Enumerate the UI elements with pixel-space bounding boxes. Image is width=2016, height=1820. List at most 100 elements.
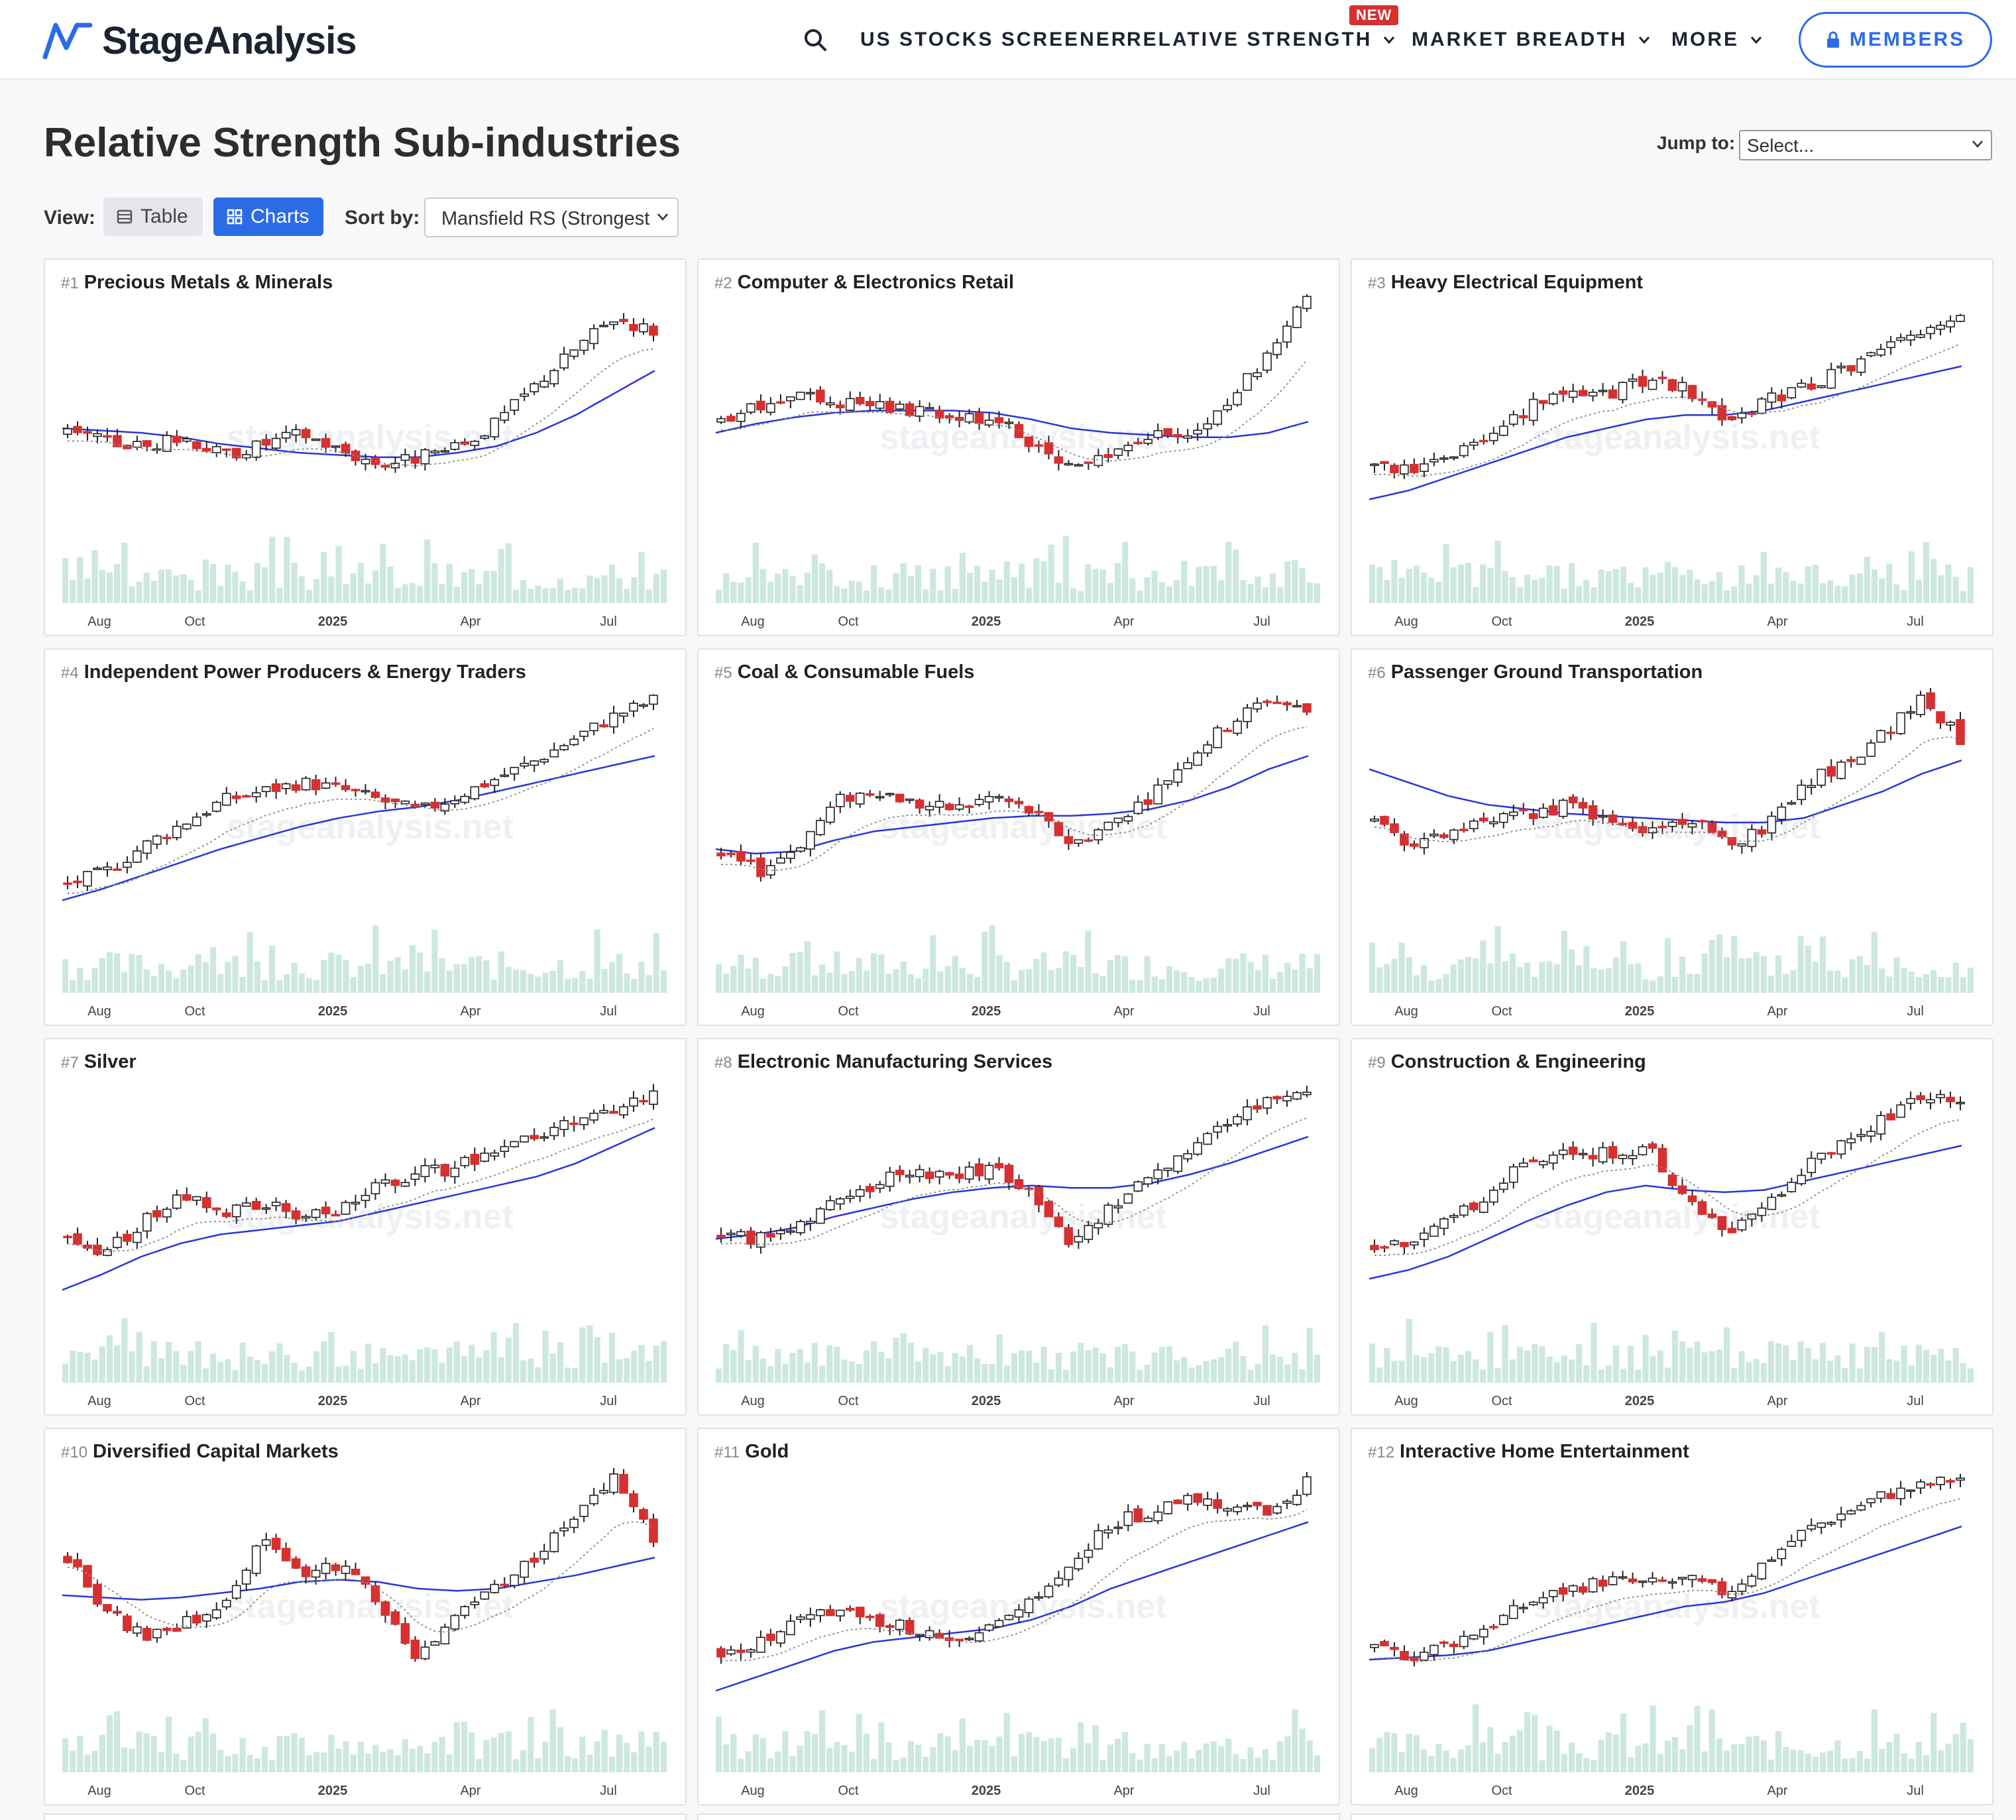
candle-down [1143, 799, 1153, 805]
candle-down [1004, 1165, 1014, 1183]
volume-bar [1217, 579, 1225, 603]
volume-bar [1055, 1352, 1062, 1383]
volume-bar [1797, 1341, 1804, 1383]
candle-down [1628, 822, 1638, 829]
candle-down [716, 852, 726, 857]
nav-market-breadth[interactable]: MARKET BREADTH [1412, 0, 1651, 80]
candle-up [480, 1591, 490, 1600]
candle-down [93, 1583, 102, 1605]
volume-bar [1827, 970, 1834, 993]
search-button[interactable] [801, 0, 830, 80]
search-icon [805, 29, 826, 51]
volume-bar [1055, 583, 1062, 603]
chevron-down-icon [1639, 36, 1650, 44]
chart-card[interactable]: stageanalysis.net Aug Oct 2025 Apr Jul #11 Gold [697, 1428, 1340, 1805]
volume-bar [1879, 1332, 1885, 1383]
volume-bar [1269, 1354, 1276, 1383]
volume-bar [841, 1359, 848, 1383]
view-charts-button[interactable]: Charts [213, 198, 323, 236]
chart-card[interactable]: stageanalysis.net Aug Oct 2025 Apr Jul #7 Silve… [44, 1038, 687, 1416]
volume-bar [350, 1754, 357, 1772]
candle-up [63, 428, 72, 435]
candle-up [1074, 839, 1084, 844]
volume-bar [1480, 1742, 1486, 1772]
chart-card[interactable]: stageanalysis.net Aug Oct 2025 Apr Jul #12 Inte… [1351, 1428, 1993, 1805]
chart-card[interactable]: stageanalysis.netAugOct2025AprJul#2Compu… [697, 258, 1340, 636]
nav-label: US STOCKS SCREENER [860, 28, 1128, 50]
chart-card[interactable]: stageanalysis.net Aug Oct 2025 Apr Jul #9 Const… [1351, 1038, 1993, 1416]
volume-bar [819, 964, 826, 993]
candle-down [390, 1179, 400, 1186]
volume-bar [579, 1327, 586, 1383]
site-logo[interactable]: StageAnalysis [42, 17, 357, 64]
volume-bar [579, 588, 586, 603]
rank-label: #2 [714, 274, 732, 292]
jump-to-select[interactable]: Select... [1739, 130, 1992, 160]
chart-card[interactable]: stageanalysis.net Aug Oct 2025 Apr Jul #1 Preci… [44, 258, 687, 636]
x-tick-label: Oct [184, 1394, 205, 1408]
volume-bar [254, 961, 260, 993]
members-button[interactable]: MEMBERS [1799, 12, 1992, 68]
chart-card[interactable]: stageanalysis.net Aug Oct 2025 Apr Jul #4 Indep… [44, 648, 687, 1026]
candle-up [1282, 1501, 1292, 1504]
candle-up [460, 1157, 470, 1166]
volume-bar [461, 1356, 468, 1383]
volume-bar [372, 570, 379, 603]
nav-relative-strength[interactable]: RELATIVE STRENGTH [1127, 0, 1396, 80]
card-title: #4 Independent Power Producers & Energy T… [61, 661, 526, 683]
view-table-button[interactable]: Table [103, 198, 203, 236]
chart-card[interactable]: stageanalysis.net Aug Oct 2025 Apr Jul #8 Elect… [697, 1038, 1340, 1416]
volume-bar [834, 1742, 840, 1772]
candle-down [1390, 823, 1399, 834]
volume-bar [1864, 965, 1870, 993]
volume-bar [542, 1330, 549, 1383]
nav-stocks-screener[interactable]: US STOCKS SCREENER [860, 0, 1128, 80]
chart-card[interactable]: stageanalysis.net Aug Oct 2025 Apr Jul #10 Dive… [44, 1428, 687, 1805]
volume-bar [247, 1754, 253, 1772]
candle-up [826, 402, 835, 406]
volume-bar [1864, 1758, 1870, 1772]
volume-bar [1406, 957, 1412, 993]
volume-bar [1568, 949, 1575, 993]
volume-bar [878, 1351, 885, 1383]
candle-down [1302, 703, 1312, 713]
candle-down [1677, 1185, 1687, 1194]
candle-down [201, 447, 211, 452]
nav-more[interactable]: MORE [1671, 0, 1763, 80]
candle-down [1054, 456, 1064, 464]
candle-down [1034, 811, 1044, 813]
candle-up [1817, 768, 1826, 786]
chart-card[interactable]: stageanalysis.net Aug Oct 2025 Apr Jul #5 Coal … [697, 648, 1340, 1026]
volume-bar [1561, 1754, 1567, 1772]
volume-bar [284, 974, 290, 993]
sort-by-select[interactable]: Mansfield RS (Strongest [424, 198, 679, 237]
chart-card[interactable]: stageanalysis.net Aug Oct 2025 Apr Jul #3 Heavy… [1351, 258, 1993, 636]
volume-bar [1724, 1750, 1730, 1772]
candle-up [1856, 756, 1866, 765]
volume-bar [129, 954, 135, 993]
candle-up [1004, 1615, 1014, 1621]
volume-bar [1908, 1365, 1915, 1383]
chart-card[interactable]: stageanalysis.net Aug Oct 2025 Apr Jul #6 Passe… [1351, 648, 1993, 1026]
candle-down [1667, 1174, 1677, 1186]
candle-down [123, 444, 132, 449]
volume-bar [745, 1359, 752, 1383]
candle-up [1787, 387, 1797, 399]
candle-up [1876, 1491, 1885, 1499]
candle-down [1747, 412, 1757, 416]
volume-bar [1687, 1725, 1693, 1772]
volume-bar [498, 951, 504, 993]
volume-bar [1532, 1344, 1538, 1383]
volume-bar [1532, 579, 1538, 603]
candle-up [1459, 445, 1469, 457]
volume-bar [1277, 587, 1284, 603]
candle-down [1657, 826, 1667, 828]
candle-down [1380, 461, 1389, 465]
volume-bar [1107, 1367, 1113, 1383]
candle-down [73, 1233, 82, 1245]
candle-up [845, 398, 855, 411]
candle-up [1548, 1155, 1558, 1164]
watermark-text: stageanalysis.net [1533, 1587, 1820, 1626]
candle-up [490, 779, 500, 786]
